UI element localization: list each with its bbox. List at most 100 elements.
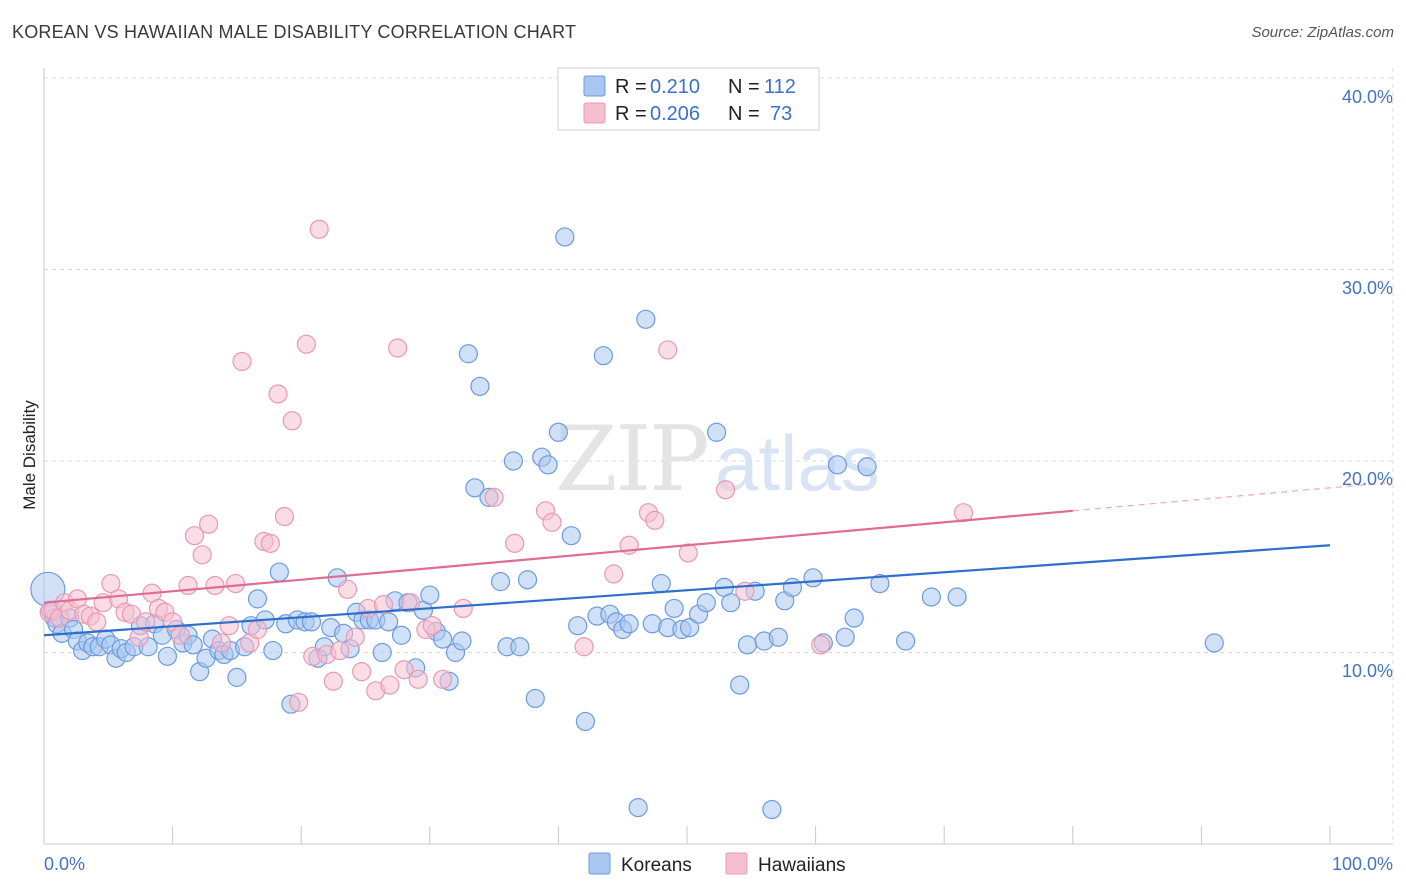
koreans-point — [227, 667, 247, 687]
y-axis-label: Male Disability — [20, 400, 39, 510]
x-tick-label-min: 0.0% — [44, 854, 85, 874]
hawaiians-point — [345, 627, 365, 647]
koreans-point — [636, 309, 656, 329]
koreans-point — [737, 635, 758, 655]
koreans-point — [706, 422, 727, 442]
koreans-point — [782, 577, 803, 597]
y-tick-label-20: 20.0% — [1342, 469, 1393, 489]
hawaiians-point — [433, 669, 453, 689]
hawaiians-point — [289, 692, 309, 712]
legend-n-value-koreans: 112 — [764, 76, 796, 98]
koreans-point — [947, 587, 967, 607]
hawaiians-point — [337, 579, 358, 599]
hawaiians-trend-extension — [1072, 481, 1391, 512]
koreans-point — [452, 631, 472, 651]
koreans-point — [857, 457, 877, 477]
hawaiians-point — [380, 675, 400, 695]
y-tick-label-40: 40.0% — [1342, 87, 1393, 107]
bottom-legend-label-koreans: Koreans — [621, 855, 692, 876]
koreans-point — [372, 642, 392, 663]
koreans-point — [827, 455, 848, 475]
legend-r-value-koreans: 0.210 — [650, 76, 700, 98]
hawaiians-point — [604, 564, 624, 584]
legend-r-label-koreans: R = — [615, 76, 647, 98]
hawaiians-point — [678, 543, 698, 563]
koreans-point — [721, 593, 741, 613]
trend-layer — [43, 481, 1391, 637]
koreans-point — [844, 608, 864, 628]
hawaiians-point — [87, 612, 107, 632]
hawaiians-point — [422, 616, 442, 636]
hawaiians-point — [268, 384, 288, 404]
hawaiians-point — [574, 637, 594, 657]
stats-legend: R = 0.210 N = 112 R = 0.206 N = 73 — [557, 67, 820, 131]
legend-swatch-koreans — [583, 75, 606, 97]
koreans-point — [762, 799, 782, 820]
y-tick-label-30: 30.0% — [1342, 278, 1393, 298]
hawaiians-point — [484, 487, 504, 507]
koreans-point — [561, 526, 581, 546]
hawaiians-point — [400, 593, 421, 613]
hawaiians-point — [323, 671, 343, 691]
koreans-point — [517, 570, 538, 590]
koreans-point — [651, 573, 671, 594]
hawaiians-point — [658, 340, 678, 360]
hawaiians-point — [453, 598, 473, 619]
bottom-legend-label-hawaiians: Hawaiians — [758, 855, 846, 876]
y-tick-label-10: 10.0% — [1342, 661, 1393, 681]
koreans-point — [835, 627, 855, 647]
koreans-point — [269, 562, 289, 582]
koreans-point — [1204, 633, 1224, 653]
hawaiians-point — [205, 575, 225, 596]
koreans-point — [679, 618, 700, 638]
koreans-point — [263, 640, 283, 661]
koreans-point — [379, 612, 399, 632]
hawaiians-point — [192, 545, 212, 565]
hawaiians-point — [408, 669, 428, 689]
koreans-point — [768, 627, 788, 647]
watermark-zip: ZIP — [555, 407, 708, 512]
koreans-point — [896, 631, 916, 651]
hawaiians-point — [505, 533, 525, 553]
hawaiians-point — [184, 526, 205, 546]
hawaiians-point — [274, 506, 295, 527]
chart-source: Source: ZipAtlas.com — [1251, 24, 1394, 41]
hawaiians-point — [260, 533, 280, 553]
hawaiians-point — [542, 512, 562, 532]
hawaiians-point — [226, 573, 246, 594]
koreans-point — [391, 625, 412, 645]
hawaiians-point — [135, 612, 156, 632]
koreans-point — [465, 478, 485, 498]
koreans-point — [510, 637, 530, 657]
hawaiians-point — [282, 411, 302, 431]
hawaiians-point — [199, 514, 219, 534]
koreans-point — [921, 587, 941, 607]
hawaiians-point — [296, 334, 316, 354]
hawaiians-point — [373, 595, 394, 615]
hawaiians-point — [232, 351, 252, 372]
koreans-point — [183, 635, 203, 655]
koreans-point — [490, 572, 511, 592]
hawaiians-point — [211, 633, 232, 653]
hawaiians-point — [352, 662, 372, 682]
legend-r-value-hawaiians: 0.206 — [650, 103, 700, 125]
bottom-legend-swatch-koreans — [588, 852, 611, 875]
watermark-atlas: atlas — [715, 419, 880, 507]
hawaiians-point — [394, 660, 414, 680]
koreans-point — [696, 593, 716, 613]
legend-n-label-koreans: N = — [728, 76, 760, 98]
koreans-point — [458, 344, 478, 364]
watermark: ZIP atlas — [555, 407, 880, 512]
koreans-point — [548, 422, 569, 442]
koreans-point — [525, 688, 545, 709]
hawaiians-point — [101, 573, 121, 594]
koreans-point — [593, 346, 614, 366]
koreans-point — [420, 585, 440, 605]
koreans-point — [803, 568, 823, 588]
koreans-point — [568, 616, 588, 636]
hawaiians-point — [715, 480, 736, 500]
koreans-trend-line — [43, 544, 1331, 637]
koreans-point — [619, 614, 639, 634]
hawaiians-trend-line — [43, 509, 1073, 604]
koreans-point — [575, 711, 596, 732]
